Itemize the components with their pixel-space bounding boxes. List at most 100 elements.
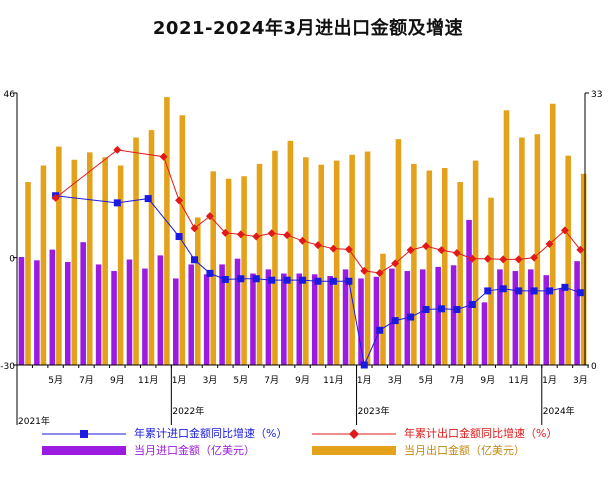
point — [205, 212, 214, 221]
point — [391, 259, 400, 268]
bar — [389, 268, 395, 365]
bar — [157, 255, 164, 365]
point — [391, 317, 399, 325]
legend-label-import-growth: 年累计进口金额同比增速（%） — [134, 427, 288, 440]
bar — [303, 157, 309, 365]
legend-label-monthly-import: 当月进口金额（亿美元） — [134, 444, 255, 457]
bar — [349, 154, 355, 365]
bar — [528, 269, 534, 365]
right-axis-tick-label: 33 — [591, 90, 602, 100]
legend-swatch-monthly-import — [42, 446, 126, 455]
x-axis-tick-label: 3月 — [388, 375, 403, 386]
legend-marker-import-growth — [80, 430, 88, 438]
bar — [296, 273, 303, 365]
bar — [173, 278, 179, 365]
legend-import-growth: 年累计进口金额同比增速（%） — [42, 427, 312, 441]
bar — [234, 258, 241, 365]
bar — [272, 150, 278, 365]
bar — [543, 275, 549, 365]
bar — [102, 157, 108, 365]
markers-import-growth — [52, 192, 584, 369]
point — [406, 246, 415, 255]
bar — [441, 168, 448, 365]
bar — [497, 269, 503, 365]
point — [576, 289, 584, 297]
legend-marker-export-growth — [349, 429, 359, 439]
point — [344, 245, 353, 254]
point — [360, 266, 369, 275]
bar — [311, 274, 318, 365]
bar — [457, 182, 463, 365]
bar — [565, 155, 571, 365]
right-axis-tick-label: 0 — [591, 362, 597, 372]
bar — [126, 259, 133, 365]
x-axis-tick-label: 7月 — [79, 375, 94, 386]
bar — [512, 271, 519, 365]
bar — [342, 269, 349, 365]
point — [561, 283, 569, 291]
year-label: 2022年 — [172, 405, 204, 417]
bar — [550, 103, 556, 365]
bar — [558, 288, 565, 365]
x-axis-tick-label: 3月 — [203, 375, 218, 386]
point — [159, 152, 168, 161]
bar — [519, 137, 525, 365]
bar — [95, 264, 102, 365]
x-axis-tick-label: 5月 — [48, 375, 63, 386]
x-axis-tick-label: 9月 — [110, 375, 125, 386]
bar — [333, 160, 340, 365]
x-axis-tick-label: 11月 — [138, 375, 158, 386]
point — [437, 246, 446, 255]
point — [437, 305, 445, 313]
point — [422, 242, 431, 251]
point — [236, 230, 245, 239]
bar — [49, 249, 56, 365]
x-axis-tick-label: 1月 — [357, 375, 372, 386]
x-axis-tick-label: 1月 — [172, 375, 187, 386]
year-label: 2024年 — [543, 405, 575, 417]
point — [175, 233, 183, 241]
bar — [225, 178, 232, 365]
legend-label-export-growth: 年累计出口金额同比增速（%） — [404, 427, 558, 440]
point — [221, 275, 229, 283]
x-axis-tick-label: 11月 — [323, 375, 343, 386]
bar — [395, 139, 402, 365]
point — [268, 276, 276, 284]
point — [452, 248, 461, 257]
point — [514, 255, 523, 264]
x-axis-tick-label: 7月 — [450, 375, 465, 386]
point — [283, 276, 291, 284]
point — [376, 326, 384, 334]
bar — [364, 151, 371, 365]
point — [546, 287, 553, 295]
point — [113, 199, 121, 207]
bar — [210, 171, 216, 365]
x-axis-tick-label: 5月 — [419, 375, 434, 386]
bar — [142, 268, 148, 365]
bar — [34, 260, 40, 365]
point — [515, 287, 523, 295]
bar — [472, 160, 479, 365]
point — [267, 229, 276, 238]
point — [545, 240, 554, 249]
point — [252, 232, 261, 241]
bar — [481, 302, 488, 365]
bar-series-monthly-export — [25, 97, 587, 366]
point — [298, 236, 307, 245]
bar — [411, 163, 417, 365]
point — [468, 301, 476, 309]
bar — [195, 217, 201, 365]
point — [175, 196, 184, 205]
point — [407, 313, 415, 321]
bar — [450, 265, 457, 365]
point — [329, 244, 338, 253]
x-axis-tick-label: 9月 — [295, 375, 310, 386]
bar — [203, 274, 210, 365]
bar — [488, 197, 494, 365]
x-axis-tick-label: 5月 — [233, 375, 248, 386]
bar — [179, 115, 186, 365]
bar — [281, 273, 287, 365]
x-axis-tick-label: 3月 — [573, 375, 588, 386]
point — [191, 256, 198, 264]
